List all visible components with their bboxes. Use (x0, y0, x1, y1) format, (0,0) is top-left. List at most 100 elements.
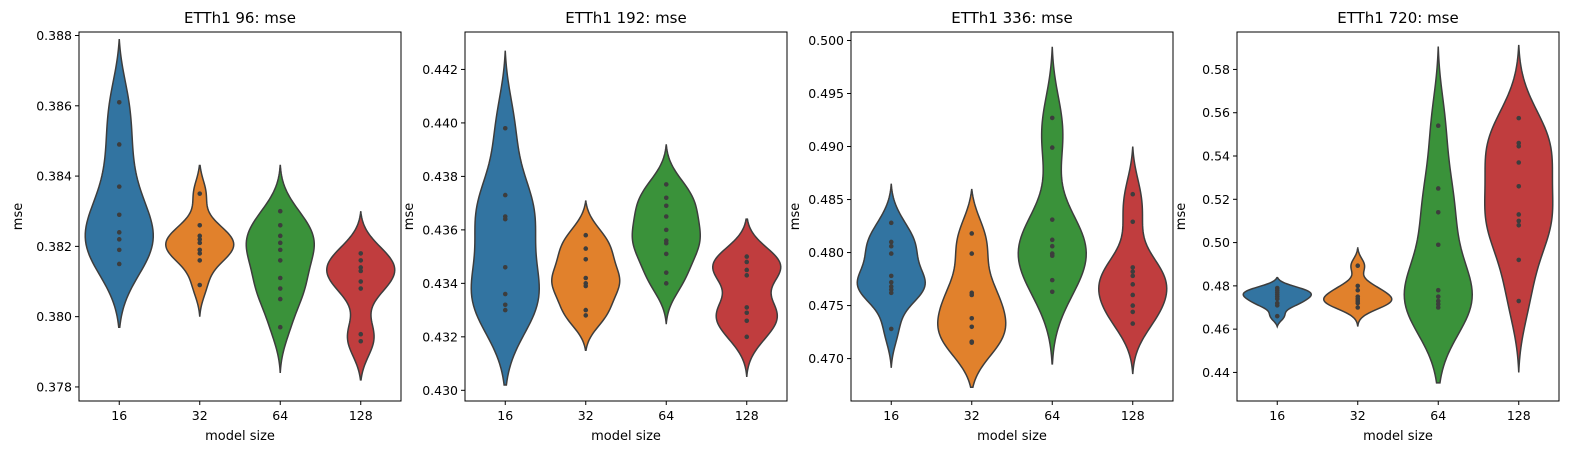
data-point-32-6 (583, 283, 589, 289)
x-tick-label: 16 (1269, 408, 1285, 423)
plot-area-frame (1236, 31, 1560, 402)
x-tick-label: 64 (1044, 408, 1060, 423)
data-point-64-2 (1049, 145, 1055, 150)
chart-title: ETTh1 720: mse (1337, 9, 1458, 27)
y-axis-label: mse (788, 203, 803, 230)
data-point-16-1 (502, 125, 508, 131)
data-point-32-8 (969, 340, 975, 345)
data-point-64-1 (1049, 115, 1055, 121)
y-tick-label: 0.470 (808, 351, 844, 366)
data-point-16-9 (1274, 313, 1280, 319)
data-point-128-8 (358, 338, 364, 344)
data-point-64-6 (277, 258, 283, 263)
data-point-32-1 (197, 191, 203, 196)
data-point-16-2 (116, 142, 122, 147)
data-point-16-8 (1274, 303, 1280, 308)
data-point-32-3 (583, 256, 589, 262)
data-point-128-10 (1130, 321, 1136, 326)
data-point-128-4 (744, 273, 750, 278)
x-axis-label: model size (1363, 429, 1433, 444)
x-tick-label: 64 (1430, 408, 1446, 423)
data-point-64-7 (663, 240, 669, 246)
data-point-32-1 (583, 232, 589, 238)
data-point-128-4 (1516, 160, 1522, 165)
data-point-128-2 (744, 259, 750, 265)
data-point-64-9 (277, 296, 283, 302)
data-point-32-5 (197, 240, 203, 246)
data-point-128-3 (1516, 143, 1522, 149)
data-point-16-6 (116, 237, 122, 242)
data-point-128-6 (358, 286, 364, 291)
x-tick-label: 128 (1507, 408, 1531, 423)
chart-title: ETTh1 336: mse (951, 9, 1072, 27)
data-point-128-7 (744, 318, 750, 324)
y-tick-label: 0.44 (1202, 365, 1230, 380)
data-point-16-7 (888, 284, 894, 289)
data-point-32-4 (583, 275, 589, 281)
data-point-16-3 (888, 243, 894, 249)
data-point-16-6 (888, 279, 894, 285)
x-tick-label: 32 (1350, 408, 1366, 423)
data-point-64-2 (1435, 186, 1441, 191)
data-point-32-8 (197, 258, 203, 263)
data-point-128-9 (1516, 257, 1522, 263)
data-point-128-5 (744, 305, 750, 310)
data-point-16-3 (116, 184, 122, 189)
data-point-64-9 (1049, 289, 1055, 295)
y-axis-label: mse (11, 203, 26, 230)
data-point-64-8 (663, 251, 669, 257)
data-point-64-7 (1049, 253, 1055, 259)
data-point-128-8 (1130, 303, 1136, 308)
data-point-32-6 (197, 247, 203, 253)
data-point-64-4 (1435, 242, 1441, 248)
data-point-32-4 (197, 237, 203, 242)
data-point-64-9 (663, 270, 669, 275)
data-point-64-10 (277, 324, 283, 330)
data-point-16-8 (888, 287, 894, 292)
data-point-16-4 (502, 216, 508, 222)
data-point-32-4 (969, 292, 975, 298)
data-point-128-1 (1130, 191, 1136, 197)
y-tick-label: 0.490 (808, 139, 844, 154)
data-point-32-8 (583, 313, 589, 318)
y-tick-label: 0.52 (1202, 192, 1230, 207)
y-axis-label: mse (402, 203, 417, 230)
plot-area-frame (464, 31, 788, 402)
data-point-16-5 (888, 273, 894, 279)
x-tick-label: 32 (578, 408, 594, 423)
data-point-128-6 (1130, 282, 1136, 287)
x-tick-label: 16 (111, 408, 127, 423)
y-tick-label: 0.442 (422, 62, 458, 77)
data-point-32-1 (1355, 263, 1361, 269)
data-point-128-6 (1516, 212, 1522, 217)
y-tick-label: 0.440 (422, 115, 458, 130)
data-point-128-2 (358, 258, 364, 263)
x-tick-label: 64 (658, 408, 674, 423)
data-point-64-1 (1435, 123, 1441, 129)
data-point-128-7 (358, 331, 364, 337)
x-tick-label: 128 (349, 408, 373, 423)
data-point-16-5 (502, 265, 508, 270)
data-point-128-7 (1516, 218, 1522, 224)
data-point-16-2 (502, 192, 508, 198)
violin-32 (550, 200, 621, 351)
x-tick-label: 32 (192, 408, 208, 423)
x-tick-label: 16 (883, 408, 899, 423)
data-point-64-4 (277, 240, 283, 246)
data-point-64-8 (277, 286, 283, 291)
data-point-64-3 (1049, 217, 1055, 222)
y-tick-label: 0.432 (422, 329, 458, 344)
data-point-32-7 (197, 251, 203, 256)
y-tick-label: 0.495 (808, 86, 844, 101)
x-tick-label: 64 (272, 408, 288, 423)
data-point-16-2 (888, 239, 894, 245)
data-point-128-8 (744, 334, 750, 340)
data-point-16-7 (116, 247, 122, 253)
y-tick-label: 0.50 (1202, 235, 1230, 250)
y-tick-label: 0.480 (808, 245, 844, 260)
data-point-32-2 (583, 246, 589, 251)
plot-area-frame (78, 31, 402, 402)
data-point-64-4 (1049, 237, 1055, 243)
x-tick-label: 32 (964, 408, 980, 423)
